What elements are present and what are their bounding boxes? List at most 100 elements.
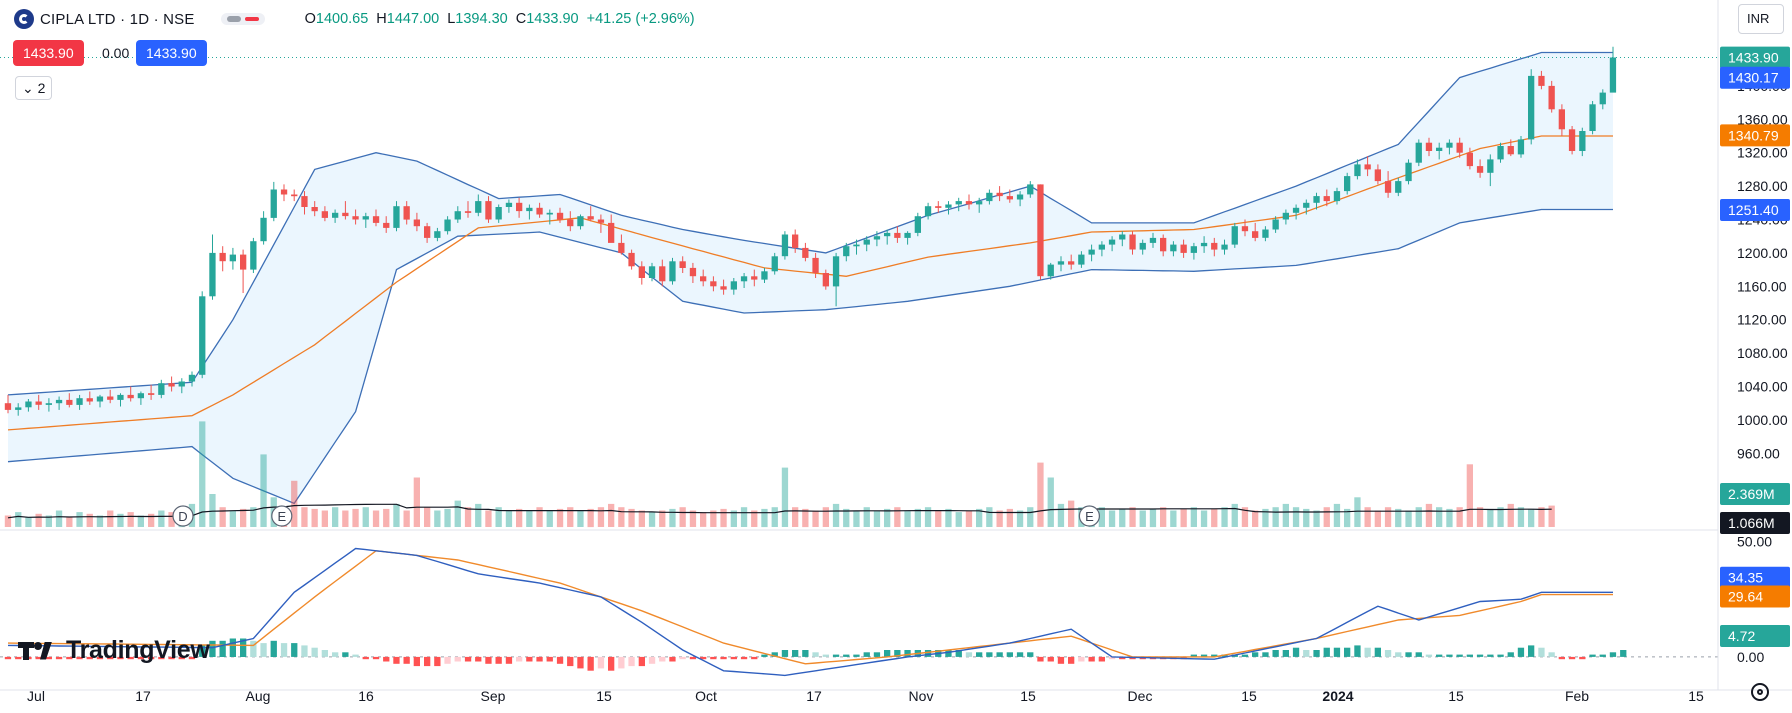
volume-bar	[986, 507, 993, 527]
volume-bar	[904, 510, 911, 527]
volume-bar	[1160, 507, 1167, 527]
candle-body	[884, 232, 891, 237]
time-axis[interactable]: Jul 17 Aug 16 Sep 15 Oct 17 Nov 15 Dec 15 2024 15 Feb 1…	[0, 688, 1792, 704]
macd-histogram-bar	[168, 656, 175, 660]
candle-body	[1149, 237, 1157, 243]
open-value: 1400.65	[315, 11, 369, 27]
candle-body	[35, 401, 42, 405]
macd-histogram-bar	[1395, 652, 1402, 657]
candle-body	[270, 189, 277, 218]
macd-histogram-bar	[76, 656, 83, 660]
macd-histogram-bar	[1119, 656, 1126, 660]
candle-body	[1609, 57, 1617, 93]
settings-gear-icon[interactable]	[1751, 683, 1769, 701]
volume-bar	[1436, 507, 1443, 527]
candle-body	[475, 201, 482, 213]
x-tick-label: 15	[1020, 688, 1036, 704]
candle-body	[1344, 176, 1351, 192]
sell-button[interactable]: 1433.90	[13, 40, 84, 66]
candle-body	[955, 201, 962, 205]
candle-body	[1538, 75, 1545, 86]
macd-line	[7, 547, 1613, 677]
macd-histogram-bar	[1497, 654, 1504, 657]
macd-histogram-bar	[526, 656, 533, 662]
volume-bar	[955, 512, 962, 527]
macd-histogram-bar	[1517, 647, 1525, 657]
brand-name: TradingView	[66, 636, 210, 664]
candle-body	[771, 256, 778, 272]
macd-histogram-bar	[1425, 654, 1433, 657]
candle-body	[1119, 234, 1126, 240]
volume-bar	[802, 508, 809, 528]
close-value: 1433.90	[526, 11, 579, 27]
ohlc-values: O1400.65 H1447.00 L1394.30 C1433.90 +41.…	[304, 11, 695, 27]
macd-histogram-bar	[1507, 652, 1514, 657]
candle-body	[199, 296, 206, 375]
macd-histogram-bar	[86, 656, 93, 660]
candle-body	[1303, 202, 1310, 208]
macd-histogram-bar	[1446, 654, 1453, 657]
price-badge-bg	[1720, 199, 1790, 221]
macd-histogram-bar	[884, 650, 891, 657]
indicators-toggle[interactable]: ⌄ 2	[15, 76, 53, 100]
volume-bar	[1282, 503, 1289, 527]
volume-bar	[935, 510, 942, 527]
volume-bar	[15, 512, 22, 527]
candle-body	[700, 276, 707, 282]
volume-bar	[168, 512, 175, 527]
event-marker	[172, 505, 194, 527]
volume-bar	[424, 507, 431, 527]
volume-bar	[1548, 505, 1555, 527]
symbol-title[interactable]: CIPLA LTD · 1D · NSE	[40, 10, 195, 28]
y-tick-label: 1000.00	[1737, 412, 1788, 428]
volume-bar	[1415, 507, 1422, 527]
volume-bar	[35, 513, 42, 527]
macd-histogram-bar	[393, 656, 400, 664]
volume-bar	[1037, 462, 1044, 527]
macd-histogram-bar	[434, 656, 441, 667]
price-badge: 1430.17	[1728, 70, 1779, 86]
macd-histogram-bar	[1088, 656, 1095, 662]
volume-bar	[1507, 503, 1514, 527]
macd-histogram-bar	[1098, 656, 1105, 662]
candle-body	[986, 192, 993, 202]
price-badge: 1433.90	[1728, 50, 1779, 66]
y-tick-label: 1320.00	[1737, 145, 1788, 161]
candle-body	[935, 206, 942, 208]
macd-histogram-bar	[475, 656, 482, 662]
volume-bar	[1139, 510, 1146, 527]
volume-bar	[516, 508, 523, 528]
market-status-icon[interactable]	[220, 13, 265, 25]
candle-body	[464, 211, 472, 213]
macd-histogram-bar	[1313, 650, 1320, 657]
price-axis[interactable]: 960.00 1000.00 1040.00 1080.00 1120.00 1160.0…	[1717, 0, 1790, 690]
candle-body	[1548, 85, 1555, 110]
macd-histogram-bar	[4, 656, 12, 660]
volume-bar	[526, 510, 533, 527]
macd-histogram-bar	[618, 656, 625, 669]
macd-histogram-bar	[1620, 650, 1627, 657]
macd-histogram-bar	[1405, 652, 1412, 657]
buy-button[interactable]: 1433.90	[136, 40, 207, 66]
x-tick-label: Aug	[246, 688, 271, 704]
macd-histogram-bar	[812, 652, 819, 657]
candle-body	[1517, 139, 1525, 155]
candle-body	[1436, 147, 1443, 151]
volume-bar	[597, 507, 605, 527]
macd-histogram-bar	[853, 654, 860, 657]
volume-bar	[1517, 507, 1525, 527]
volume-bar	[76, 512, 83, 527]
volume-ma-badge: 1.066M	[1728, 515, 1775, 531]
candle-body	[168, 383, 175, 387]
signal-badge: 29.64	[1728, 589, 1763, 605]
hist-badge-bg	[1720, 625, 1790, 647]
tradingview-watermark[interactable]: TradingView	[18, 636, 210, 665]
macd-histogram-bar	[873, 652, 881, 657]
volume-bar	[884, 508, 891, 528]
candle-body	[1180, 244, 1187, 253]
macd-histogram-bar	[1108, 656, 1116, 660]
currency-selector[interactable]: INR	[1738, 4, 1784, 34]
volume-bar	[863, 507, 870, 527]
